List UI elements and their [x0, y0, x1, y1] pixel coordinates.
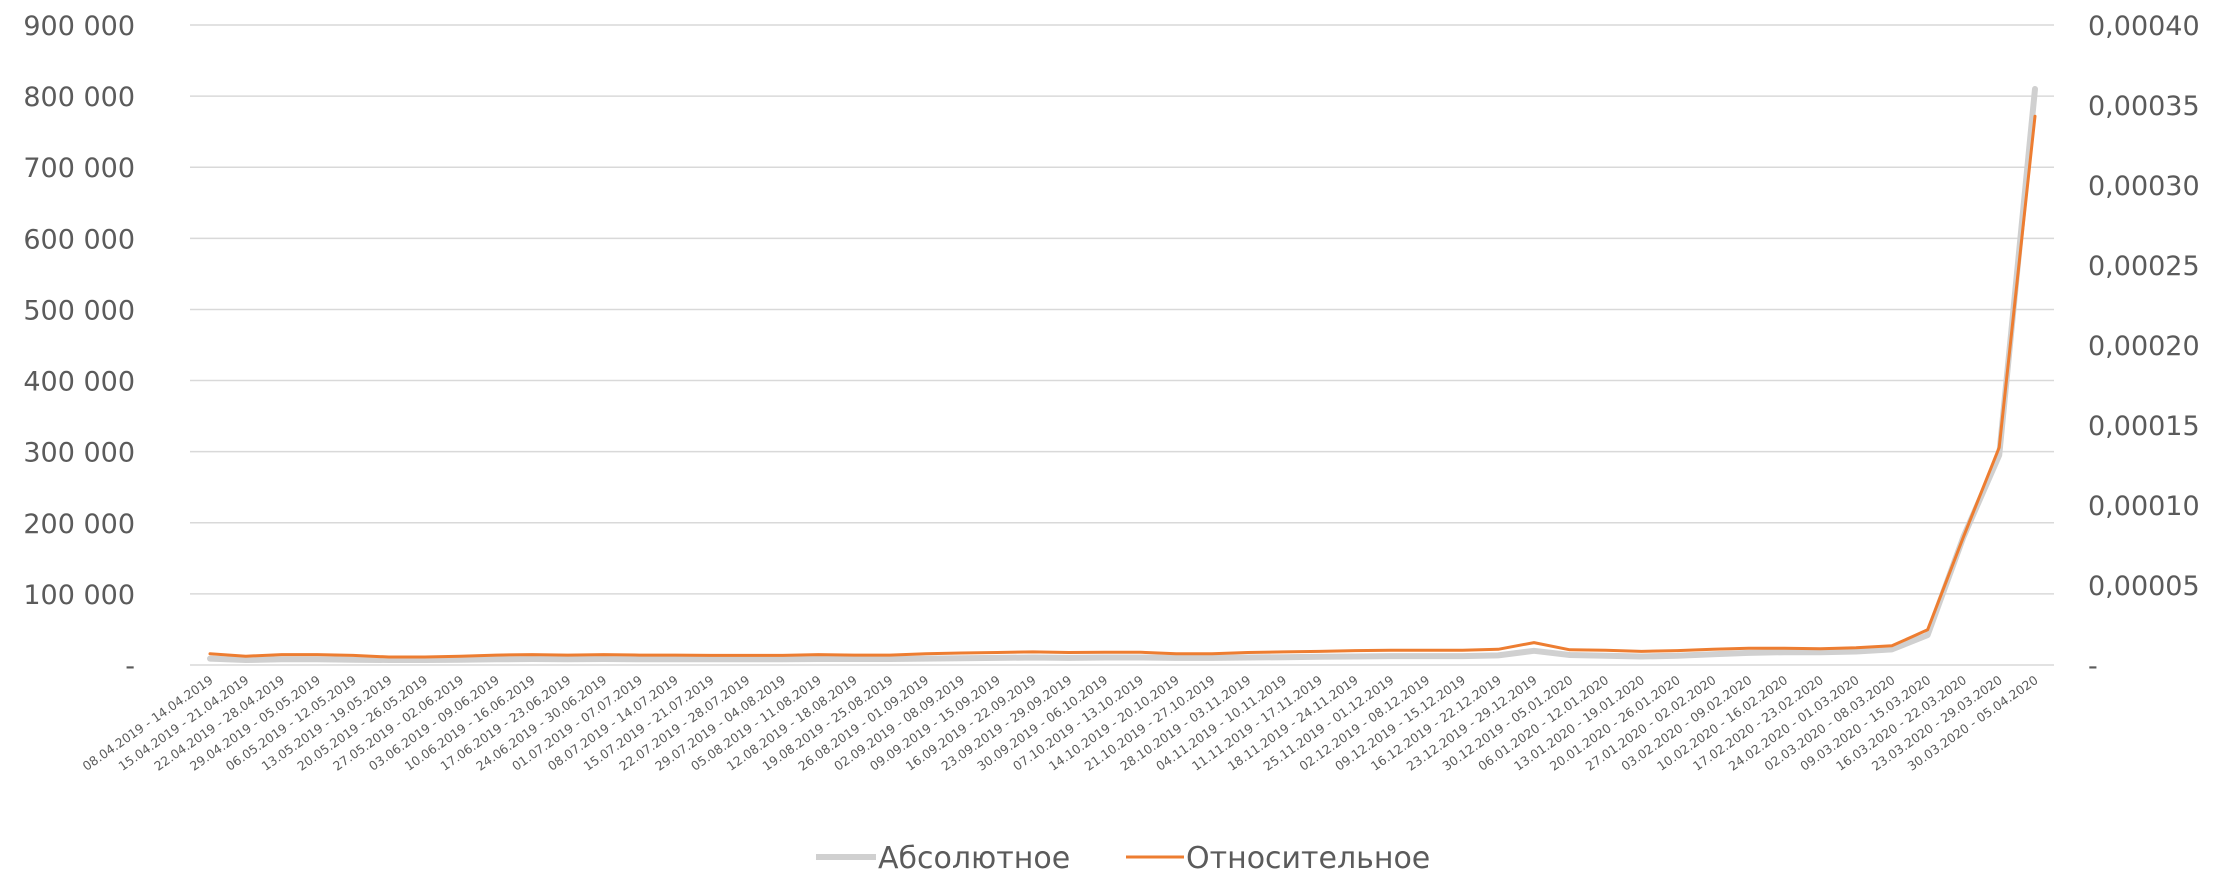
right-axis-tick-label: 0,00030: [2088, 171, 2200, 202]
left-axis-tick-label: 600 000: [23, 224, 135, 255]
gridlines: [190, 24, 2054, 666]
left-axis-tick-labels: - 100 000 200 000 300 000 400 000 500 000 600 …: [23, 11, 135, 682]
right-axis-tick-label: 0,00040: [2088, 11, 2200, 42]
series-line-relative: [208, 114, 2037, 659]
right-axis-tick-label: 0,00005: [2088, 571, 2200, 602]
series-lines: [207, 86, 2038, 663]
right-axis-tick-label: 0,00015: [2088, 411, 2200, 442]
right-axis-tick-label: -: [2088, 651, 2098, 682]
right-axis-tick-label: 0,00010: [2088, 491, 2200, 522]
legend: Абсолютное Относительное: [816, 841, 1430, 870]
legend-label-absolute: Абсолютное: [878, 841, 1070, 870]
left-axis-tick-label: 800 000: [23, 82, 135, 113]
right-axis-tick-label: 0,00020: [2088, 331, 2200, 362]
left-axis-tick-label: 300 000: [23, 438, 135, 469]
left-axis-tick-label: -: [125, 651, 135, 682]
left-axis-tick-label: 100 000: [23, 580, 135, 611]
left-axis-tick-label: 500 000: [23, 295, 135, 326]
left-axis-tick-label: 200 000: [23, 509, 135, 540]
right-axis-tick-label: 0,00025: [2088, 251, 2200, 282]
legend-label-relative: Относительное: [1186, 841, 1430, 870]
left-axis-tick-label: 900 000: [23, 11, 135, 42]
left-axis-tick-label: 700 000: [23, 153, 135, 184]
right-axis-tick-label: 0,00035: [2088, 91, 2200, 122]
right-axis-tick-labels: - 0,00005 0,00010 0,00015 0,00020 0,00025 0,00…: [2088, 11, 2200, 682]
series-line-absolute: [207, 86, 2038, 663]
left-axis-tick-label: 400 000: [23, 367, 135, 398]
